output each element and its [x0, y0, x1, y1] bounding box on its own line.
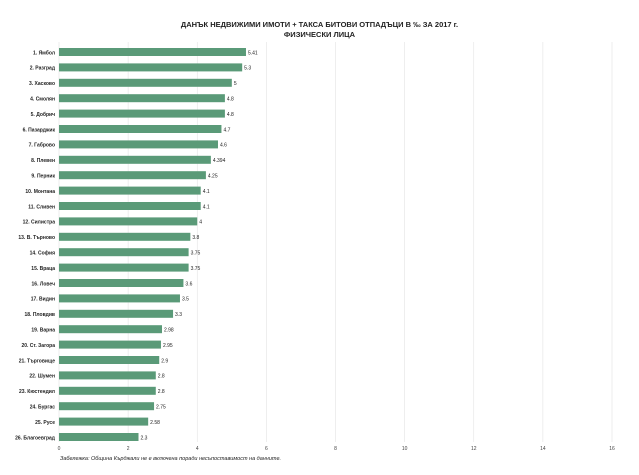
bar [59, 294, 180, 303]
category-label: 26. Благоевград [15, 435, 56, 441]
bar [59, 356, 160, 364]
bar [59, 279, 184, 287]
bar [59, 63, 243, 72]
x-tick-label: 6 [265, 446, 268, 452]
bar [59, 325, 162, 334]
bar [59, 433, 139, 441]
category-label: 5. Добрич [31, 111, 55, 118]
data-label: 2.98 [164, 328, 174, 334]
category-label: 18. Пловдив [25, 312, 56, 318]
data-label: 4 [199, 220, 202, 226]
bar [59, 309, 174, 318]
bar [59, 140, 218, 149]
bar [59, 202, 201, 210]
category-label: 12. Силистра [23, 220, 56, 226]
bar [59, 263, 189, 272]
bar [59, 248, 189, 257]
bar [59, 402, 155, 411]
category-label: 15. Враца [31, 266, 55, 272]
data-label: 4.25 [208, 174, 218, 180]
data-label: 4.394 [213, 158, 226, 164]
category-label: 14. София [30, 250, 55, 257]
bar-series: 1. Ямбол 5.41 2. Разград 5.3 3. Хасково 5 4. С… [15, 48, 258, 441]
x-tick-label: 10 [402, 446, 408, 452]
footnote: Забележка: Община Кърджали не е включена… [60, 456, 282, 462]
bar [59, 48, 246, 56]
data-label: 3.8 [192, 235, 199, 241]
data-label: 2.75 [156, 405, 166, 411]
bar [59, 155, 211, 164]
data-label: 4.8 [227, 112, 234, 118]
bar [59, 94, 225, 103]
bar [59, 217, 198, 226]
category-label: 2. Разград [30, 66, 56, 72]
data-label: 2.95 [163, 343, 173, 349]
data-label: 5 [234, 81, 237, 87]
data-label: 3.75 [191, 266, 201, 272]
bar [59, 78, 232, 87]
category-label: 22. Шумен [29, 374, 55, 380]
bar [59, 109, 225, 118]
category-label: 1. Ямбол [33, 49, 55, 56]
data-label: 4.6 [220, 143, 227, 149]
bar [59, 125, 222, 133]
data-label: 3.6 [185, 281, 192, 287]
x-tick-label: 14 [540, 446, 546, 452]
category-label: 16. Ловеч [32, 281, 56, 287]
category-label: 25. Русе [35, 420, 55, 426]
chart-title: ДАНЪК НЕДВИЖИМИ ИМОТИ + ТАКСА БИТОВИ ОТП… [180, 20, 459, 29]
x-axis-ticks: 0 2 4 6 8 10 12 14 16 [58, 446, 615, 452]
bar [59, 417, 149, 426]
bar [59, 232, 191, 241]
x-tick-label: 0 [58, 446, 61, 452]
data-label: 3.3 [175, 312, 182, 318]
data-label: 5.41 [248, 50, 258, 56]
category-label: 6. Пазарджик [23, 127, 56, 133]
data-label: 4.1 [203, 189, 210, 195]
category-label: 13. В. Търново [18, 235, 55, 241]
category-label: 24. Бургас [30, 405, 56, 411]
chart-subtitle: ФИЗИЧЕСКИ ЛИЦА [283, 30, 356, 39]
x-tick-label: 2 [127, 446, 130, 452]
category-label: 17. Видин [31, 297, 55, 303]
data-label: 3.5 [182, 297, 189, 303]
data-label: 4.7 [223, 127, 230, 133]
bar [59, 171, 206, 180]
bar [59, 386, 156, 395]
x-tick-label: 16 [609, 446, 615, 452]
category-label: 10. Монтана [25, 189, 55, 195]
data-label: 2.8 [158, 389, 165, 395]
x-tick-label: 8 [334, 446, 337, 452]
category-label: 7. Габрово [29, 142, 55, 149]
category-label: 11. Сливен [28, 204, 55, 210]
category-label: 19. Варна [31, 328, 55, 334]
category-label: 8. Плевен [31, 158, 55, 164]
category-label: 23. Кюстендил [19, 389, 55, 395]
bar [59, 340, 161, 349]
data-label: 3.75 [191, 251, 201, 257]
bar [59, 371, 156, 380]
category-label: 4. Смолян [30, 97, 55, 103]
x-tick-label: 4 [196, 446, 199, 452]
x-tick-label: 12 [471, 446, 477, 452]
grid-lines [58, 42, 613, 442]
data-label: 4.8 [227, 97, 234, 103]
data-label: 2.58 [150, 420, 160, 426]
bar [59, 186, 201, 195]
category-label: 20. Ст. Загора [21, 343, 55, 349]
category-label: 3. Хасково [29, 81, 55, 87]
category-label: 9. Перник [31, 174, 55, 180]
category-label: 21. Търговище [19, 358, 56, 364]
data-label: 4.1 [203, 204, 210, 210]
data-label: 5.3 [244, 66, 251, 72]
data-label: 2.8 [158, 374, 165, 380]
data-label: 2.9 [161, 358, 168, 364]
data-label: 2.3 [140, 435, 147, 441]
